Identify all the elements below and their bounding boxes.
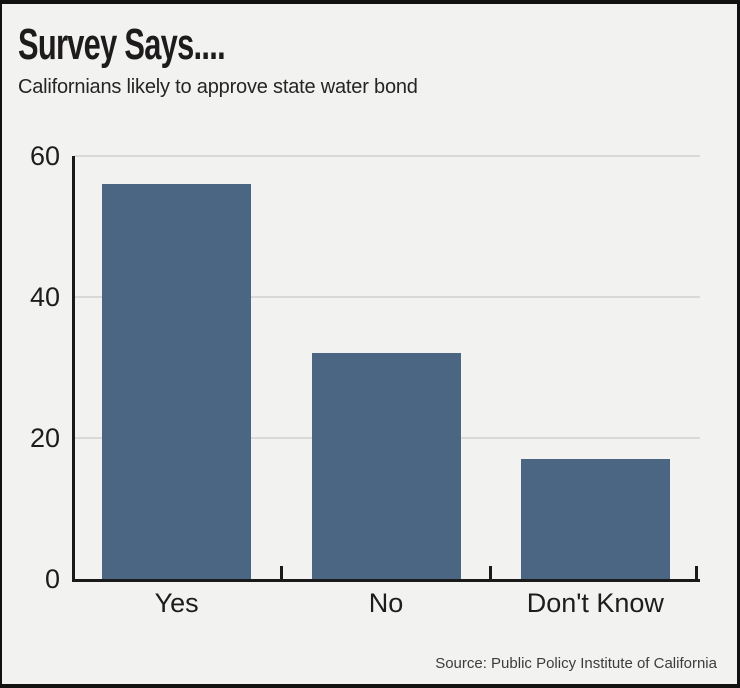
x-axis-labels: Yes No Don't Know: [72, 588, 700, 619]
x-category-label-2: No: [368, 588, 404, 618]
y-axis-labels: 0 20 40 60: [2, 141, 60, 594]
x-axis-tick-2: [489, 566, 493, 579]
gridline-40: [75, 296, 700, 298]
chart-title: Survey Says....: [18, 20, 226, 69]
x-axis-tick-1: [279, 566, 283, 579]
y-tick-label-60: 60: [29, 141, 60, 171]
chart-subtitle: Californians likely to approve state wat…: [18, 76, 418, 98]
gridline-60: [75, 155, 700, 157]
x-category-label-1: Yes: [154, 588, 199, 618]
y-tick-label-20: 20: [29, 423, 60, 453]
bar-no: [311, 353, 461, 579]
source-note: Source: Public Policy Institute of Calif…: [435, 655, 717, 672]
plot-area: [72, 155, 700, 582]
bar-don-t-know: [520, 459, 670, 579]
y-tick-label-40: 40: [29, 282, 60, 312]
x-axis-line: [72, 579, 700, 582]
bar-yes: [102, 184, 252, 579]
y-tick-label-0: 0: [44, 564, 60, 594]
x-axis-tick-3: [695, 566, 698, 579]
x-category-label-3: Don't Know: [526, 588, 664, 618]
y-axis-line: [72, 156, 75, 582]
